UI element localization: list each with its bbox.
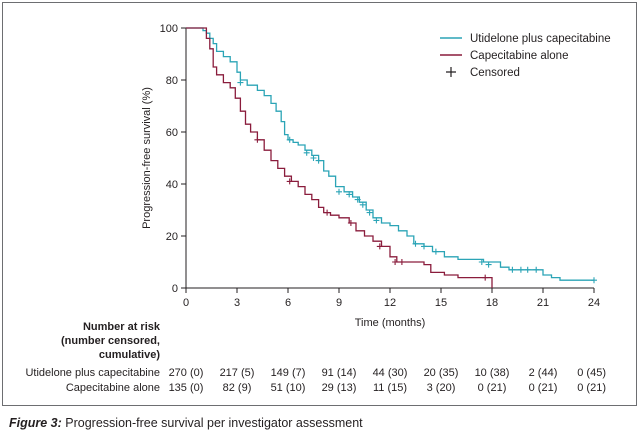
risk-value: 44 (30)	[373, 367, 408, 379]
y-axis-label: Progression-free survival (%)	[141, 87, 153, 229]
figure-caption-text: Progression-free survival per investigat…	[61, 416, 363, 430]
risk-header-line: (number censored,	[61, 335, 160, 347]
legend-label-censored: Censored	[470, 67, 520, 79]
censor-mark-utidelone	[346, 191, 353, 198]
risk-header-line: cumulative)	[99, 349, 160, 361]
risk-value: 82 (9)	[223, 382, 252, 394]
risk-value: 3 (20)	[427, 382, 456, 394]
risk-value: 0 (45)	[577, 367, 606, 379]
y-tick-label: 80	[166, 75, 178, 87]
censor-mark-utidelone	[303, 149, 310, 156]
series-layer	[186, 27, 597, 288]
legend-label-utidelone: Utidelone plus capecitabine	[470, 33, 611, 45]
risk-value: 135 (0)	[169, 382, 204, 394]
censor-mark-utidelone	[524, 266, 531, 273]
x-axis-label: Time (months)	[355, 317, 426, 329]
y-tick-label: 60	[166, 127, 178, 139]
chart-axes: 0 20 40 60 80 100 0 3 6 9 12 15 18 21 24 Time (months) P…	[141, 23, 600, 329]
y-tick-label: 40	[166, 179, 178, 191]
y-tick-label: 100	[160, 23, 178, 35]
legend-label-capecitabine: Capecitabine alone	[470, 50, 568, 62]
x-tick-label: 24	[588, 297, 600, 309]
risk-value: 270 (0)	[169, 367, 204, 379]
x-tick-label: 0	[183, 297, 189, 309]
chart-legend: Utidelone plus capecitabine Capecitabine …	[440, 33, 611, 79]
risk-value: 20 (35)	[424, 367, 459, 379]
series-line-capecitabine	[186, 27, 493, 288]
censor-mark-utidelone	[310, 155, 317, 161]
y-tick-label: 0	[172, 283, 178, 295]
censor-mark-capecitabine	[398, 259, 405, 265]
x-tick-label: 3	[234, 297, 240, 309]
censor-mark-utidelone	[509, 266, 516, 273]
censor-mark-utidelone	[286, 136, 293, 143]
figure-caption: Figure 3: Progression-free survival per …	[9, 416, 363, 430]
risk-row-label: Capecitabine alone	[66, 382, 160, 394]
risk-table: Number at risk (number censored, cumulativ…	[25, 321, 606, 394]
risk-value: 2 (44)	[529, 367, 558, 379]
x-tick-label: 12	[384, 297, 396, 309]
risk-value: 29 (13)	[322, 382, 357, 394]
censor-mark-utidelone	[432, 248, 439, 255]
censor-mark-capecitabine	[482, 274, 489, 281]
censor-mark-utidelone	[533, 266, 540, 273]
censor-mark-utidelone	[591, 277, 597, 284]
censor-mark-utidelone	[366, 209, 373, 216]
censor-mark-utidelone	[315, 157, 322, 164]
risk-value: 149 (7)	[271, 367, 306, 379]
figure-frame	[2, 2, 637, 406]
censor-mark-utidelone	[359, 201, 366, 208]
censor-mark-utidelone	[517, 266, 524, 273]
censor-mark-capecitabine	[347, 220, 354, 226]
x-tick-label: 15	[435, 297, 447, 309]
censor-mark-utidelone	[237, 79, 244, 86]
risk-value: 51 (10)	[271, 382, 306, 394]
risk-row-label: Utidelone plus capecitabine	[25, 367, 160, 379]
risk-value: 0 (21)	[577, 382, 606, 394]
x-tick-label: 9	[336, 297, 342, 309]
censor-mark-utidelone	[373, 217, 380, 224]
legend-censored-mark	[446, 67, 456, 77]
km-chart: 0 20 40 60 80 100 0 3 6 9 12 15 18 21 24 Time (months) P…	[25, 23, 611, 394]
censor-mark-utidelone	[478, 259, 485, 265]
censor-mark-utidelone	[421, 243, 427, 250]
censor-mark-utidelone	[354, 196, 361, 203]
censor-mark-utidelone	[412, 240, 419, 247]
x-tick-label: 18	[486, 297, 498, 309]
censor-mark-capecitabine	[324, 209, 331, 216]
risk-value: 217 (5)	[220, 367, 255, 379]
censor-mark-capecitabine	[392, 259, 399, 265]
risk-value: 11 (15)	[373, 382, 407, 394]
risk-value: 0 (21)	[478, 382, 507, 394]
censor-mark-utidelone	[336, 188, 342, 195]
risk-header-line: Number at risk	[83, 321, 161, 333]
risk-value: 0 (21)	[529, 382, 558, 394]
x-tick-label: 6	[285, 297, 291, 309]
censor-mark-capecitabine	[286, 178, 293, 185]
risk-value: 91 (14)	[322, 367, 357, 379]
y-tick-label: 20	[166, 231, 178, 243]
censor-mark-capecitabine	[376, 243, 383, 250]
figure-label: Figure 3:	[9, 416, 62, 430]
series-line-utidelone	[186, 27, 594, 281]
censor-mark-utidelone	[485, 261, 492, 268]
censor-mark-capecitabine	[254, 136, 261, 143]
risk-value: 10 (38)	[475, 367, 510, 379]
x-tick-label: 21	[537, 297, 549, 309]
